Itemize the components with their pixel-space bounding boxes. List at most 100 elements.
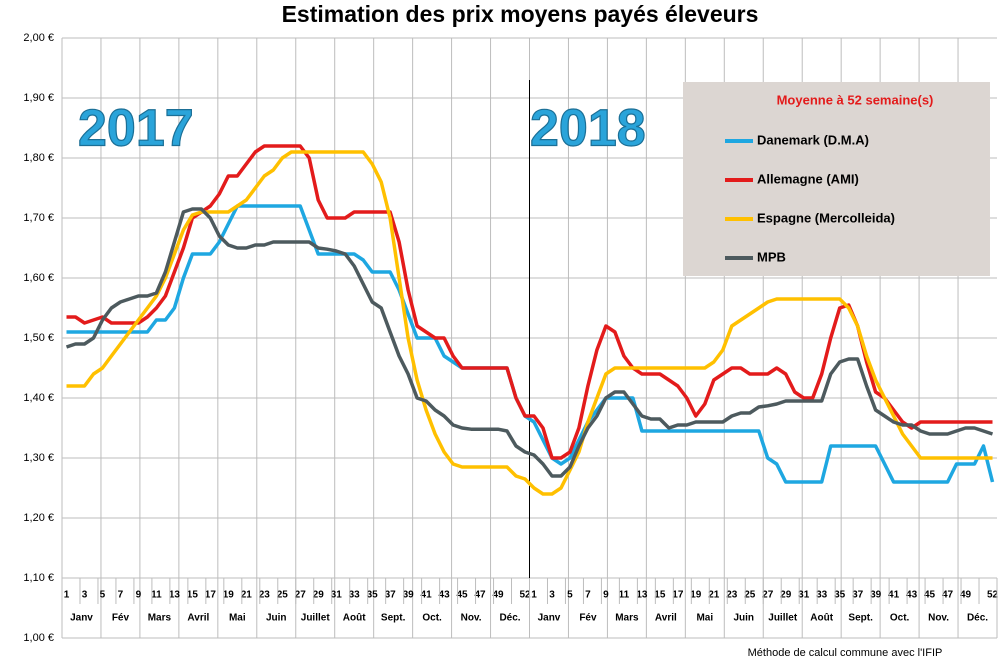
y-tick-label: 1,50 € <box>23 332 54 344</box>
y-tick-label: 1,30 € <box>23 452 54 464</box>
x-tick-label: 1 <box>531 590 537 601</box>
y-tick-label: 1,80 € <box>23 152 54 164</box>
x-tick-label: 13 <box>636 590 648 601</box>
y-tick-label: 2,00 € <box>23 32 54 44</box>
month-label: Fév <box>112 613 130 624</box>
y-tick-label: 1,10 € <box>23 572 54 584</box>
x-tick-label: 23 <box>726 590 738 601</box>
x-tick-label: 33 <box>816 590 828 601</box>
x-tick-label: 37 <box>385 590 397 601</box>
month-label: Mai <box>229 613 246 624</box>
x-tick-label: 39 <box>403 590 415 601</box>
x-tick-label: 7 <box>585 590 591 601</box>
x-tick-label: 37 <box>852 590 864 601</box>
legend-label: MPB <box>757 249 786 264</box>
x-tick-label: 29 <box>313 590 325 601</box>
x-tick-label: 47 <box>942 590 954 601</box>
x-tick-label: 41 <box>421 590 433 601</box>
month-label: Avril <box>187 613 209 624</box>
x-tick-label: 5 <box>567 590 573 601</box>
y-tick-label: 1,20 € <box>23 512 54 524</box>
x-tick-label: 9 <box>136 590 142 601</box>
x-tick-label: 11 <box>619 590 630 601</box>
footnote: Méthode de calcul commune avec l'IFIP <box>748 647 943 659</box>
month-label: Déc. <box>499 613 520 624</box>
x-tick-label: 29 <box>780 590 792 601</box>
x-tick-label: 5 <box>100 590 106 601</box>
x-tick-label: 19 <box>223 590 235 601</box>
month-label: Juin <box>266 613 287 624</box>
legend-label: Danemark (D.M.A) <box>757 132 869 147</box>
y-tick-label: 1,70 € <box>23 212 54 224</box>
year-annotation: 2017 <box>78 100 194 158</box>
x-tick-label: 11 <box>151 590 162 601</box>
month-label: Nov. <box>928 613 949 624</box>
x-tick-label: 17 <box>205 590 217 601</box>
legend-label: Allemagne (AMI) <box>757 171 859 186</box>
x-tick-label: 17 <box>672 590 684 601</box>
x-tick-label: 7 <box>118 590 124 601</box>
x-tick-label: 21 <box>241 590 253 601</box>
x-tick-label: 25 <box>744 590 756 601</box>
x-tick-label: 19 <box>690 590 702 601</box>
month-label: Janv <box>538 613 561 624</box>
month-label: Mars <box>148 613 172 624</box>
month-label: Oct. <box>422 613 442 624</box>
month-label: Mai <box>696 613 713 624</box>
month-label: Août <box>343 613 366 624</box>
y-tick-label: 1,40 € <box>23 392 54 404</box>
x-tick-label: 31 <box>331 590 343 601</box>
month-label: Oct. <box>890 613 910 624</box>
month-label: Fév <box>579 613 597 624</box>
x-tick-label: 39 <box>870 590 882 601</box>
y-tick-label: 1,00 € <box>23 632 54 644</box>
x-tick-label: 45 <box>457 590 469 601</box>
y-tick-label: 1,90 € <box>23 92 54 104</box>
y-tick-label: 1,60 € <box>23 272 54 284</box>
x-tick-label: 41 <box>888 590 900 601</box>
month-label: Janv <box>70 613 93 624</box>
month-label: Sept. <box>848 613 873 624</box>
month-label: Sept. <box>381 613 406 624</box>
legend-title: Moyenne à 52 semaine(s) <box>777 92 934 107</box>
chart-title: Estimation des prix moyens payés éleveur… <box>282 1 759 27</box>
x-tick-label: 35 <box>367 590 379 601</box>
month-label: Août <box>810 613 833 624</box>
x-tick-label: 43 <box>439 590 451 601</box>
x-tick-label: 33 <box>349 590 361 601</box>
year-annotation: 2018 <box>530 100 646 158</box>
x-tick-label: 23 <box>259 590 271 601</box>
x-tick-label: 52 <box>987 590 999 601</box>
x-tick-label: 3 <box>549 590 555 601</box>
x-tick-label: 31 <box>798 590 810 601</box>
x-tick-label: 43 <box>906 590 918 601</box>
month-label: Juin <box>733 613 754 624</box>
x-tick-label: 9 <box>603 590 609 601</box>
series-line <box>65 207 994 478</box>
x-tick-label: 21 <box>708 590 720 601</box>
month-label: Nov. <box>461 613 482 624</box>
x-tick-label: 27 <box>295 590 307 601</box>
x-tick-label: 13 <box>169 590 181 601</box>
series-line <box>66 144 993 460</box>
month-label: Déc. <box>967 613 988 624</box>
x-tick-label: 45 <box>924 590 936 601</box>
month-label: Avril <box>655 613 677 624</box>
x-tick-label: 1 <box>64 590 70 601</box>
month-label: Mars <box>615 613 639 624</box>
x-tick-label: 49 <box>960 590 972 601</box>
series-line <box>66 150 993 496</box>
x-tick-label: 25 <box>277 590 289 601</box>
x-tick-label: 15 <box>187 590 199 601</box>
x-tick-label: 47 <box>474 590 486 601</box>
month-label: Juillet <box>301 613 331 624</box>
x-tick-label: 35 <box>834 590 846 601</box>
x-tick-label: 27 <box>762 590 774 601</box>
month-label: Juillet <box>768 613 798 624</box>
x-tick-label: 15 <box>654 590 666 601</box>
x-tick-label: 52 <box>519 590 531 601</box>
x-tick-label: 49 <box>492 590 504 601</box>
legend-label: Espagne (Mercolleida) <box>757 210 895 225</box>
x-tick-label: 3 <box>82 590 88 601</box>
